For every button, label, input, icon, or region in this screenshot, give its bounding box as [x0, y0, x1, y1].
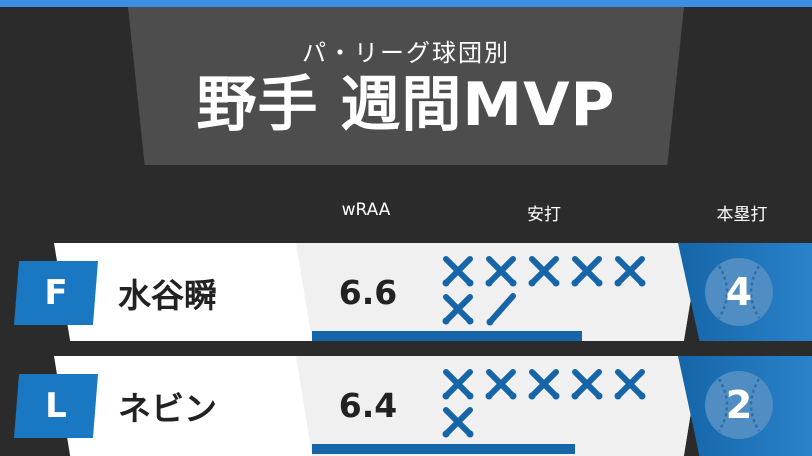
crossed-bats-icon: [571, 256, 603, 287]
player-row: F 水谷瞬 6.6 4: [0, 243, 812, 341]
baseball-icon: 2: [705, 371, 773, 439]
team-badge: L: [14, 374, 98, 438]
column-header-hits: 安打: [527, 205, 561, 225]
baseball-seam-icon: [717, 378, 761, 432]
wraa-bar: [312, 444, 575, 454]
crossed-bats-icon: [528, 256, 560, 287]
player-row: L ネビン 6.4 2: [0, 356, 812, 456]
crossed-bats-icon: [442, 407, 474, 438]
row-stats-background: [296, 243, 700, 341]
wraa-value: 6.4: [338, 386, 398, 425]
player-name: 水谷瞬: [118, 276, 217, 315]
crossed-bats-icon: [571, 369, 603, 400]
column-header-hr: 本塁打: [716, 205, 768, 225]
player-name: ネビン: [118, 389, 217, 428]
crossed-bats-icon: [485, 369, 517, 400]
crossed-bats-icon: [442, 256, 474, 287]
bat-icon: [486, 293, 516, 326]
top-accent-bar: [0, 0, 812, 7]
home-run-count: 4: [725, 270, 753, 314]
team-badge: F: [14, 261, 98, 325]
crossed-bats-icon: [528, 369, 560, 400]
column-header-wraa: wRAA: [341, 200, 391, 220]
crossed-bats-icon: [442, 294, 474, 325]
crossed-bats-icon: [485, 256, 517, 287]
baseball-icon: 4: [705, 258, 773, 326]
baseball-seam-icon: [717, 265, 761, 319]
crossed-bats-icon: [442, 369, 474, 400]
page-title: 野手 週間MVP: [196, 70, 616, 140]
row-stats-background: [296, 356, 700, 456]
wraa-value: 6.6: [338, 273, 398, 312]
home-run-count: 2: [725, 383, 753, 427]
subtitle: パ・リーグ球団別: [302, 39, 510, 67]
crossed-bats-icon: [614, 369, 646, 400]
crossed-bats-icon: [614, 256, 646, 287]
wraa-bar: [312, 331, 582, 341]
title-panel: パ・リーグ球団別 野手 週間MVP: [128, 7, 684, 165]
